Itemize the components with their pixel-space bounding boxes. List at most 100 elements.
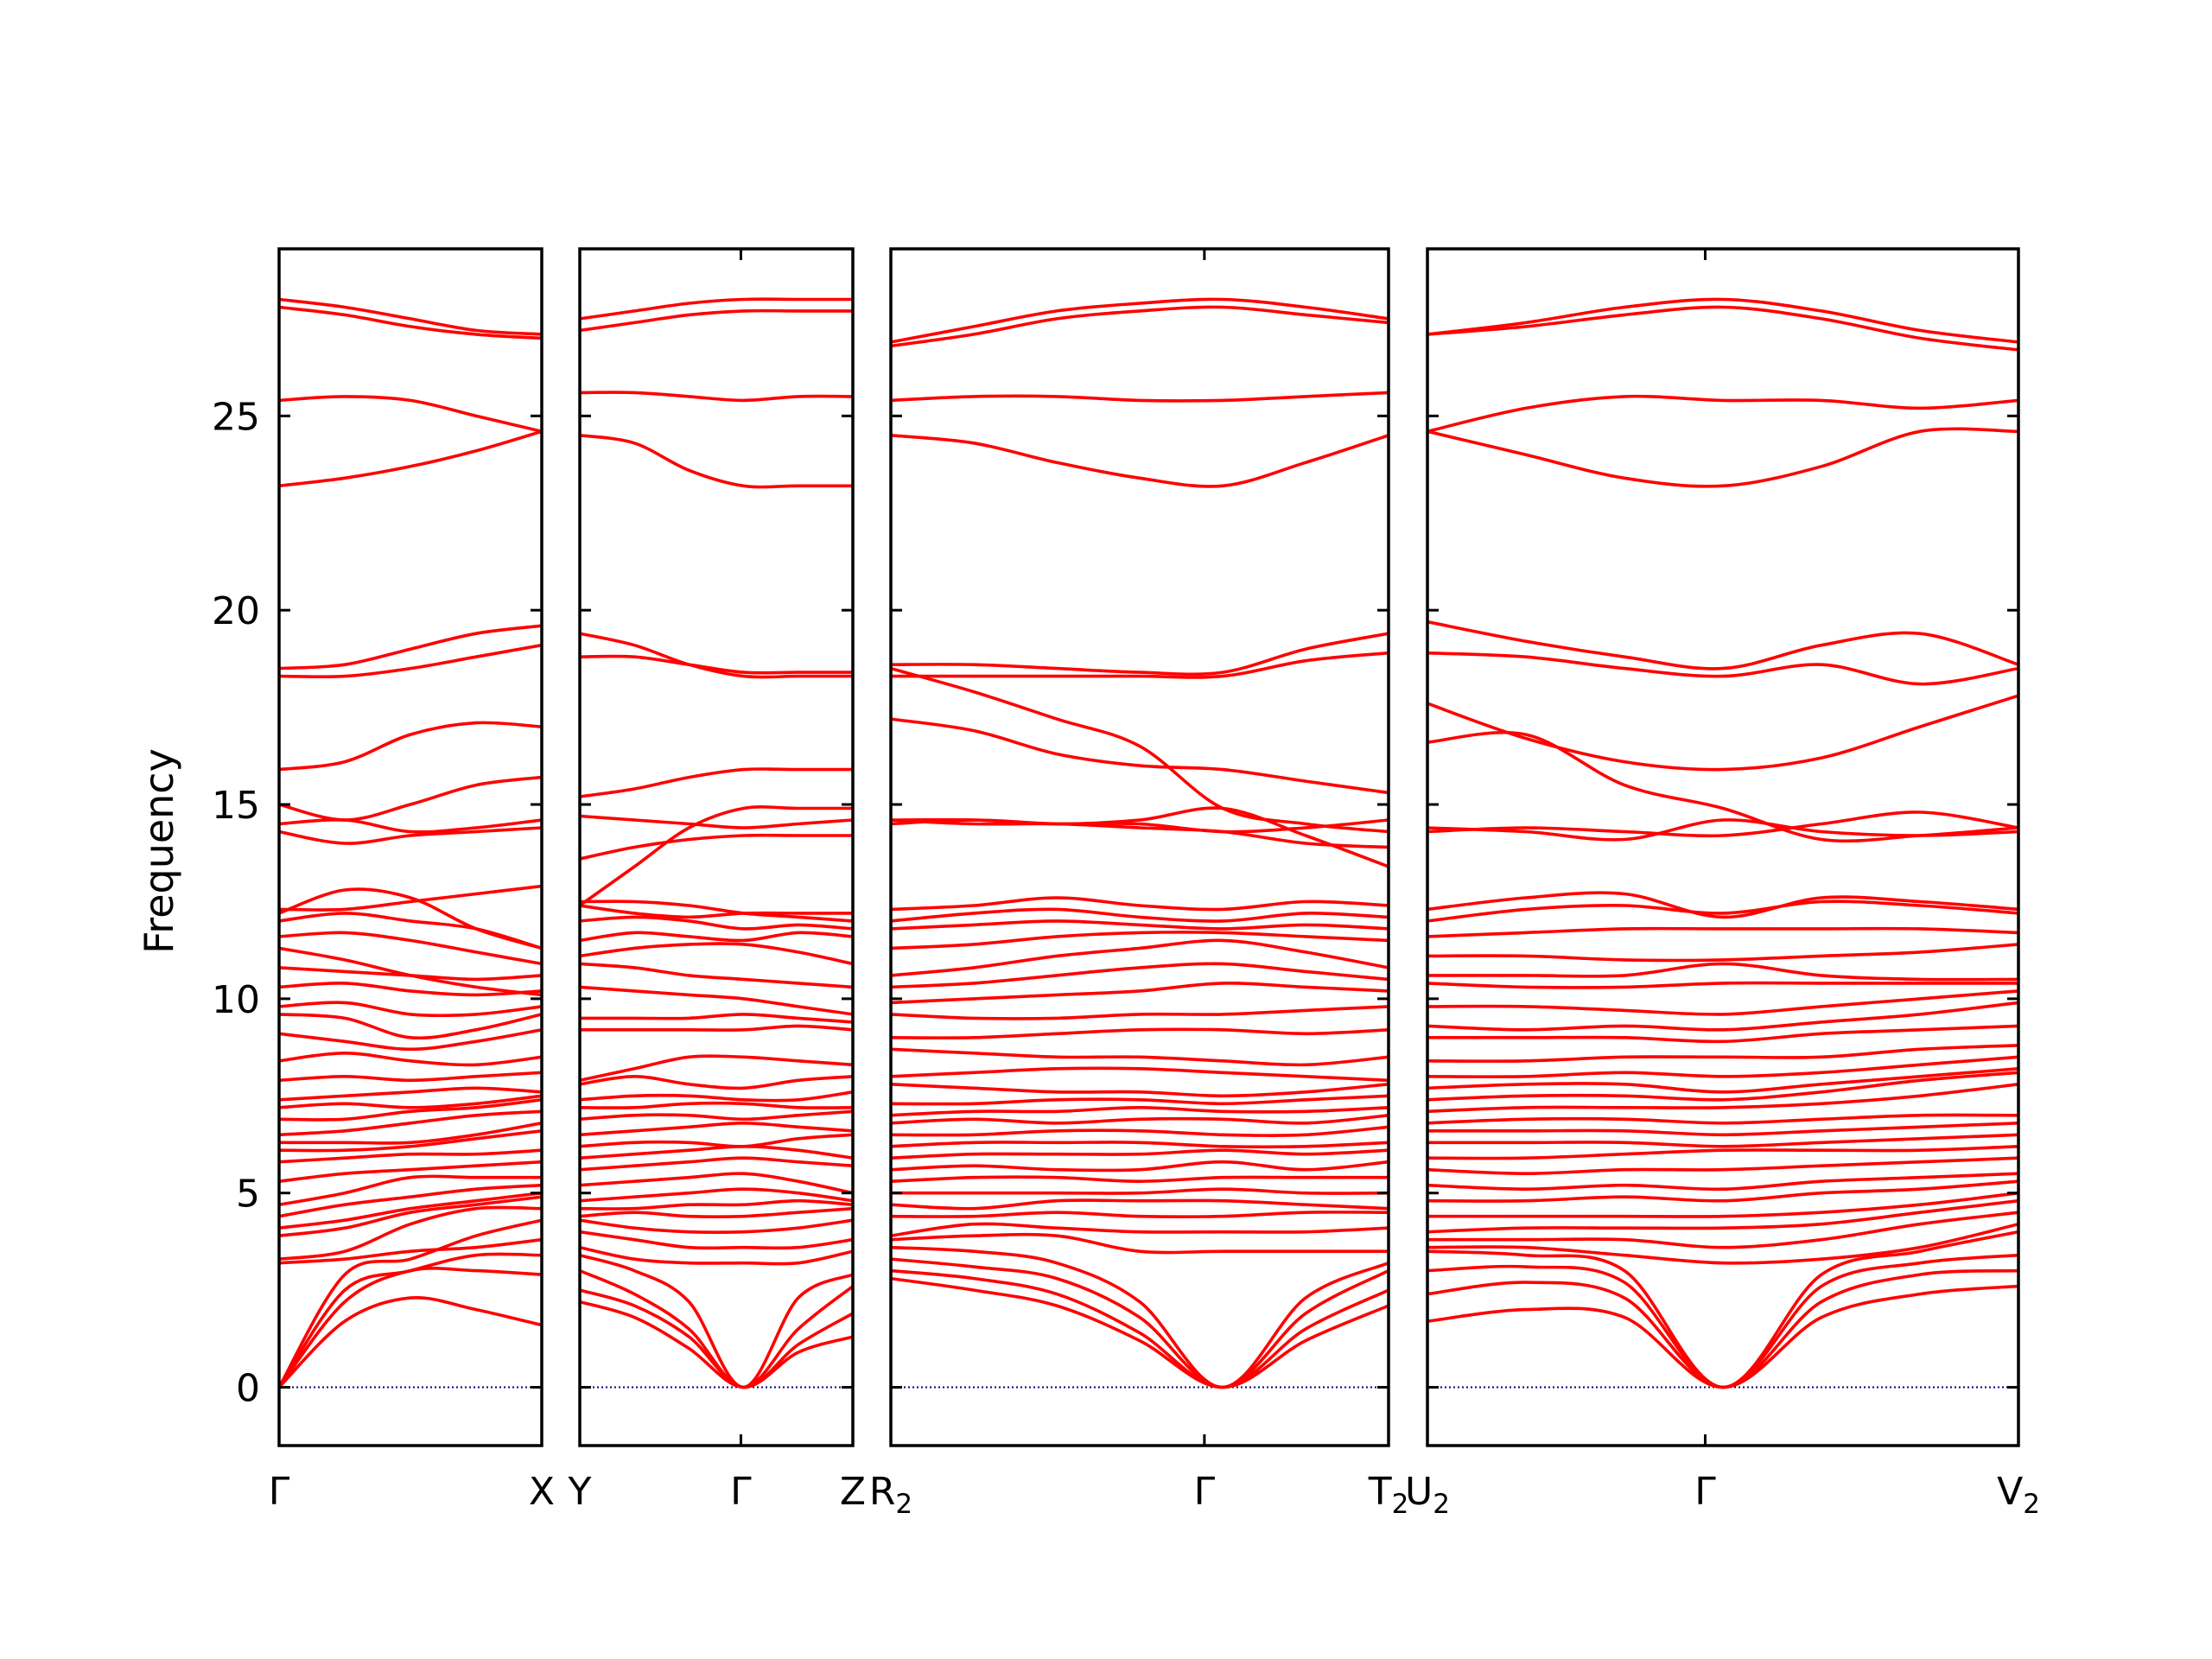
band-line-1 <box>891 1276 1389 1389</box>
band-line-22 <box>279 1013 542 1040</box>
band-line-20 <box>891 1047 1389 1067</box>
band-line-39 <box>580 297 853 321</box>
band-line-3 <box>580 1268 853 1389</box>
band-line-18 <box>891 1083 1389 1098</box>
band-line-7 <box>279 1195 542 1237</box>
band-line-11 <box>891 1160 1389 1173</box>
band-line-33 <box>580 767 853 798</box>
band-line-12 <box>279 1148 542 1164</box>
y-tick-label: 10 <box>212 978 260 1022</box>
band-line-38 <box>891 391 1389 403</box>
band-line-22 <box>1427 1001 2018 1032</box>
band-line-10 <box>279 1174 542 1206</box>
band-line-21 <box>891 1027 1389 1039</box>
band-line-5 <box>891 1232 1389 1255</box>
band-line-21 <box>279 1028 542 1052</box>
band-group <box>580 297 853 1389</box>
band-line-40 <box>891 297 1389 344</box>
band-line-39 <box>1427 297 2018 344</box>
band-line-23 <box>279 1001 542 1018</box>
band-line-36 <box>279 624 542 671</box>
band-line-35 <box>279 643 542 679</box>
band-line-15 <box>891 1114 1389 1125</box>
band-line-9 <box>1427 1179 2018 1203</box>
band-line-29 <box>279 887 542 950</box>
x-tick-label-subscript: 2 <box>1392 1489 1409 1520</box>
band-line-35 <box>580 632 853 679</box>
band-line-12 <box>1427 1145 2018 1160</box>
band-line-2 <box>891 1268 1389 1389</box>
band-line-27 <box>580 915 853 931</box>
x-tick-label: Z <box>840 1470 866 1514</box>
band-line-6 <box>891 1222 1389 1237</box>
x-tick-label-subscript: 2 <box>2023 1489 2040 1520</box>
band-line-32 <box>580 805 853 907</box>
band-line-28 <box>1427 899 2018 923</box>
band-line-32 <box>1427 730 2018 843</box>
x-tick-label-main: Γ <box>1694 1470 1716 1514</box>
x-tick-label: X <box>529 1470 555 1514</box>
band-line-30 <box>1427 810 2018 838</box>
band-line-6 <box>580 1230 853 1250</box>
x-tick-label: U2 <box>1405 1470 1450 1520</box>
band-line-18 <box>580 1090 853 1103</box>
band-line-29 <box>580 899 853 923</box>
band-line-29 <box>891 896 1389 912</box>
y-tick-label: 0 <box>236 1367 260 1411</box>
x-tick-label: V2 <box>1997 1470 2040 1520</box>
band-line-25 <box>580 942 853 966</box>
band-line-10 <box>580 1187 853 1203</box>
band-line-1 <box>279 1296 542 1389</box>
band-line-33 <box>279 775 542 822</box>
band-line-39 <box>891 305 1389 348</box>
band-group <box>279 297 542 1389</box>
band-line-22 <box>580 1013 853 1024</box>
band-line-7 <box>891 1211 1389 1219</box>
x-tick-label-main: Z <box>840 1470 866 1514</box>
band-line-14 <box>279 1122 542 1145</box>
band-line-19 <box>1427 1055 2018 1078</box>
band-line-25 <box>891 938 1389 977</box>
band-line-24 <box>279 982 542 997</box>
band-line-7 <box>580 1218 853 1235</box>
band-line-21 <box>580 1024 853 1032</box>
x-tick-label: Γ <box>1694 1470 1716 1514</box>
panel-3: R2 Γ T2 <box>869 247 1409 1520</box>
x-tick-label: R2 <box>869 1470 912 1520</box>
band-line-5 <box>1427 1222 2018 1265</box>
band-line-33 <box>891 717 1389 795</box>
x-tick-label-main: Γ <box>1194 1470 1216 1514</box>
band-line-31 <box>891 818 1389 849</box>
band-line-8 <box>279 1191 542 1230</box>
band-line-16 <box>1427 1083 2018 1114</box>
band-line-16 <box>891 1106 1389 1117</box>
y-tick-label: 15 <box>212 784 260 828</box>
band-line-31 <box>279 826 542 845</box>
band-line-25 <box>1427 962 2018 982</box>
band-line-36 <box>891 632 1389 677</box>
band-line-28 <box>279 912 542 950</box>
band-line-22 <box>891 1005 1389 1020</box>
band-line-16 <box>580 1109 853 1122</box>
band-line-10 <box>1427 1172 2018 1192</box>
band-line-26 <box>891 931 1389 950</box>
band-line-14 <box>1427 1122 2018 1137</box>
band-line-34 <box>580 654 853 675</box>
panel-frame <box>578 247 855 1447</box>
band-line-24 <box>580 962 853 989</box>
band-line-28 <box>891 907 1389 923</box>
band-line-5 <box>279 1237 542 1265</box>
band-line-13 <box>1427 1133 2018 1148</box>
band-line-38 <box>1427 305 2018 352</box>
x-tick-label: Γ <box>1194 1470 1216 1514</box>
band-line-38 <box>580 308 853 333</box>
x-tick-label-subscript: 2 <box>895 1489 912 1520</box>
band-line-34 <box>279 721 542 772</box>
band-line-35 <box>891 651 1389 679</box>
band-line-10 <box>891 1175 1389 1183</box>
panel-frame <box>277 247 543 1447</box>
panel-4: U2 Γ V2 <box>1405 247 2040 1520</box>
